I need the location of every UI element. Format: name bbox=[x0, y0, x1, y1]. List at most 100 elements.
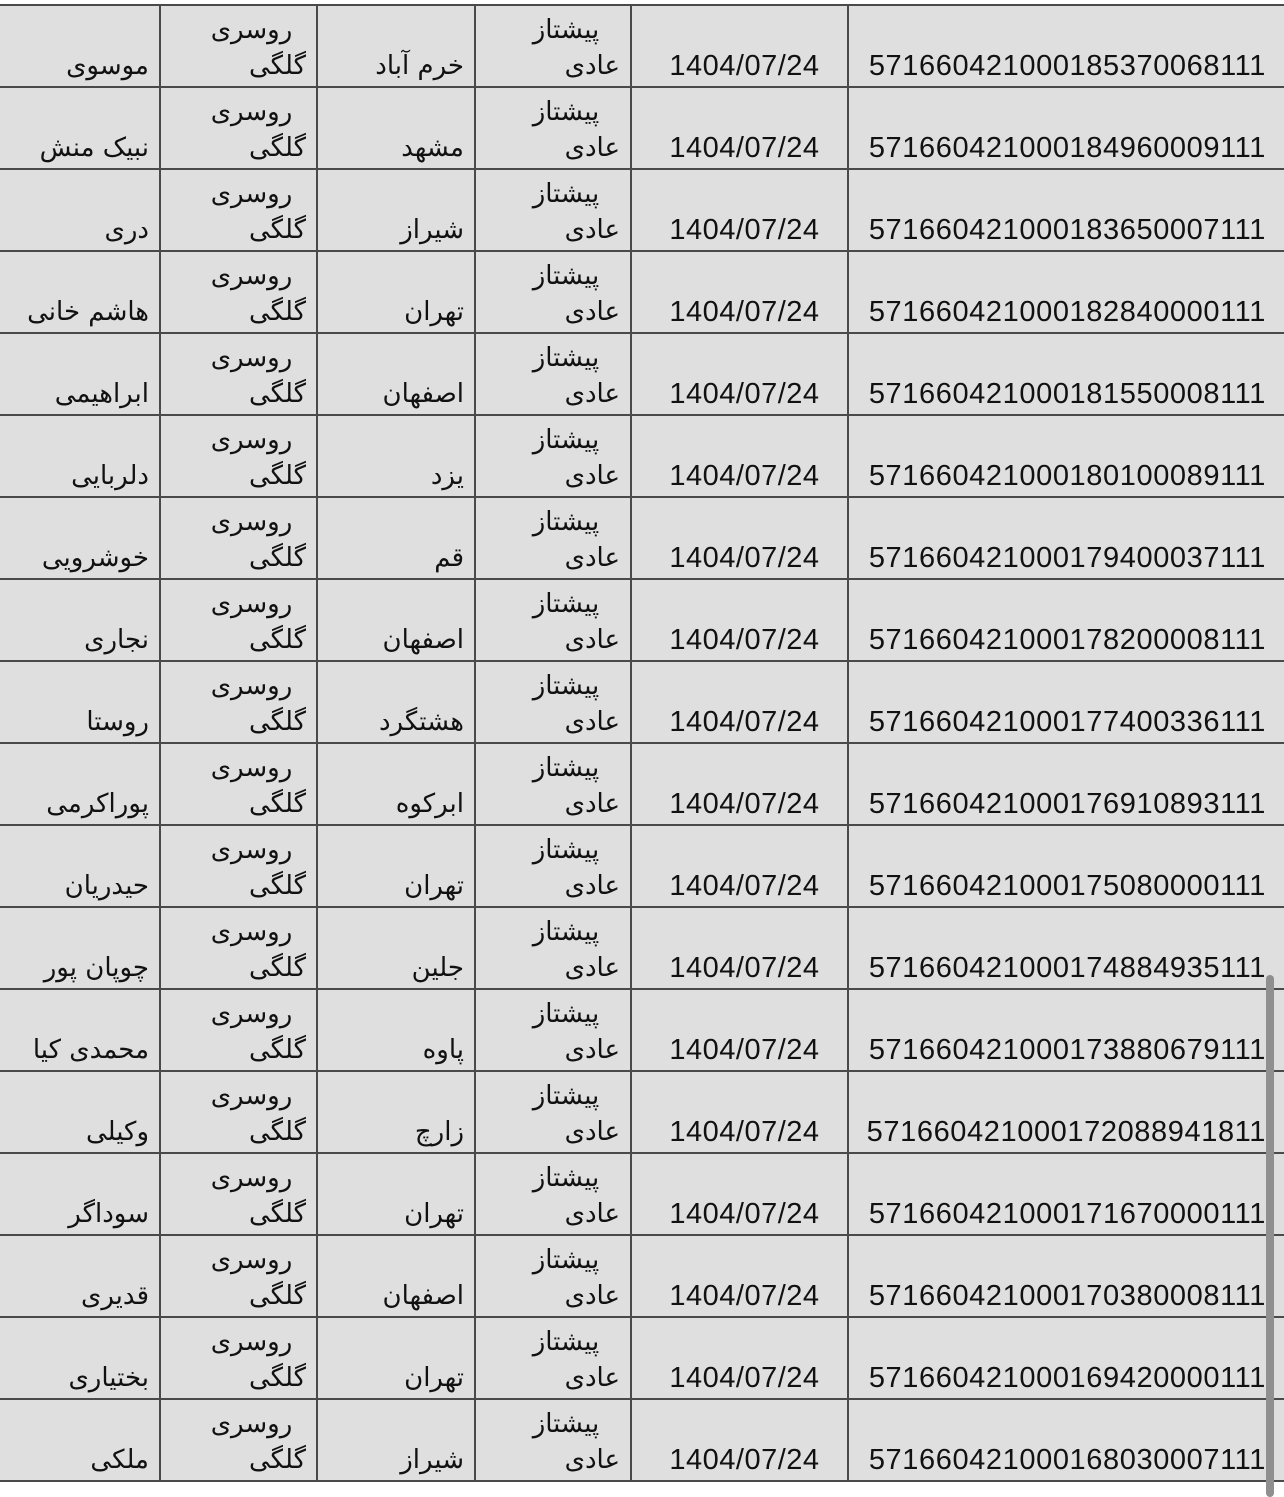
post-type-line-2: عادی bbox=[564, 1199, 620, 1229]
product-line-2: گلگی bbox=[248, 51, 306, 81]
product-line-2: گلگی bbox=[248, 133, 306, 163]
recipient-name-cell: ابراهیمی bbox=[0, 332, 161, 416]
product-line-2: گلگی bbox=[248, 461, 306, 491]
product-line-1: روسری bbox=[210, 671, 293, 701]
date-cell: 1404/07/24 bbox=[630, 4, 849, 88]
recipient-name-cell: چوپان پور bbox=[0, 906, 161, 990]
post-type-line-2: عادی bbox=[564, 1281, 620, 1311]
product-line-2: گلگی bbox=[248, 215, 306, 245]
post-type-line-1: پیشتاز bbox=[532, 97, 600, 127]
recipient-name-cell: ملکی bbox=[0, 1398, 161, 1482]
product-cell: روسری گلگی bbox=[159, 1234, 318, 1318]
city-cell: اصفهان bbox=[316, 1234, 476, 1318]
post-type-cell: پیشتاز عادی bbox=[474, 496, 632, 580]
vertical-scrollbar[interactable] bbox=[1266, 975, 1274, 1497]
product-line-1: روسری bbox=[210, 1245, 293, 1275]
product-line-2: گلگی bbox=[248, 1199, 306, 1229]
table-row: چوپان پور روسری گلگی جلین پیشتاز عادی 1404/07/… bbox=[0, 906, 1284, 990]
tracking-number-cell: 571660421000173880679111 bbox=[847, 988, 1284, 1072]
city-cell: تهران bbox=[316, 824, 476, 908]
post-type-line-1: پیشتاز bbox=[532, 179, 600, 209]
post-type-line-1: پیشتاز bbox=[532, 1409, 600, 1439]
post-type-line-1: پیشتاز bbox=[532, 425, 600, 455]
city-cell: یزد bbox=[316, 414, 476, 498]
post-type-cell: پیشتاز عادی bbox=[474, 250, 632, 334]
post-type-cell: پیشتاز عادی bbox=[474, 414, 632, 498]
recipient-name-cell: دری bbox=[0, 168, 161, 252]
date-cell: 1404/07/24 bbox=[630, 414, 849, 498]
post-type-line-1: پیشتاز bbox=[532, 1081, 600, 1111]
product-line-1: روسری bbox=[210, 15, 293, 45]
post-type-cell: پیشتاز عادی bbox=[474, 332, 632, 416]
product-cell: روسری گلگی bbox=[159, 660, 318, 744]
product-line-1: روسری bbox=[210, 1409, 293, 1439]
table-row: قدیری روسری گلگی اصفهان پیشتاز عادی 1404/07/24… bbox=[0, 1234, 1284, 1318]
city-cell: مشهد bbox=[316, 86, 476, 170]
product-line-2: گلگی bbox=[248, 707, 306, 737]
product-cell: روسری گلگی bbox=[159, 578, 318, 662]
product-cell: روسری گلگی bbox=[159, 742, 318, 826]
post-type-line-1: پیشتاز bbox=[532, 671, 600, 701]
tracking-number-cell: 571660421000185370068111 bbox=[847, 4, 1284, 88]
date-cell: 1404/07/24 bbox=[630, 496, 849, 580]
post-type-line-2: عادی bbox=[564, 379, 620, 409]
product-line-1: روسری bbox=[210, 261, 293, 291]
tracking-number-cell: 571660421000171670000111 bbox=[847, 1152, 1284, 1236]
product-line-1: روسری bbox=[210, 507, 293, 537]
post-type-line-2: عادی bbox=[564, 1035, 620, 1065]
post-type-cell: پیشتاز عادی bbox=[474, 86, 632, 170]
product-cell: روسری گلگی bbox=[159, 1070, 318, 1154]
post-type-line-2: عادی bbox=[564, 1445, 620, 1475]
product-line-1: روسری bbox=[210, 425, 293, 455]
product-line-2: گلگی bbox=[248, 1117, 306, 1147]
recipient-name-cell: روستا bbox=[0, 660, 161, 744]
date-cell: 1404/07/24 bbox=[630, 660, 849, 744]
recipient-name-cell: بختیاری bbox=[0, 1316, 161, 1400]
table-row: ابراهیمی روسری گلگی اصفهان پیشتاز عادی 1404/07… bbox=[0, 332, 1284, 416]
tracking-number-cell: 571660421000176910893111 bbox=[847, 742, 1284, 826]
product-line-1: روسری bbox=[210, 917, 293, 947]
product-line-1: روسری bbox=[210, 343, 293, 373]
recipient-name-cell: حیدریان bbox=[0, 824, 161, 908]
table-row: محمدی کیا روسری گلگی پاوه پیشتاز عادی 1404/07/… bbox=[0, 988, 1284, 1072]
table-row: سوداگر روسری گلگی تهران پیشتاز عادی 1404/07/24… bbox=[0, 1152, 1284, 1236]
date-cell: 1404/07/24 bbox=[630, 988, 849, 1072]
city-cell: شیراز bbox=[316, 168, 476, 252]
post-type-line-2: عادی bbox=[564, 953, 620, 983]
product-line-2: گلگی bbox=[248, 1035, 306, 1065]
post-type-cell: پیشتاز عادی bbox=[474, 660, 632, 744]
product-cell: روسری گلگی bbox=[159, 496, 318, 580]
recipient-name-cell: سوداگر bbox=[0, 1152, 161, 1236]
post-type-cell: پیشتاز عادی bbox=[474, 824, 632, 908]
post-type-cell: پیشتاز عادی bbox=[474, 4, 632, 88]
recipient-name-cell: نبیک منش bbox=[0, 86, 161, 170]
city-cell: پاوه bbox=[316, 988, 476, 1072]
post-type-line-2: عادی bbox=[564, 215, 620, 245]
tracking-number-cell: 571660421000175080000111 bbox=[847, 824, 1284, 908]
tracking-number-cell: 571660421000168030007111 bbox=[847, 1398, 1284, 1482]
post-type-cell: پیشتاز عادی bbox=[474, 1398, 632, 1482]
post-type-cell: پیشتاز عادی bbox=[474, 742, 632, 826]
city-cell: خرم آباد bbox=[316, 4, 476, 88]
post-type-line-1: پیشتاز bbox=[532, 999, 600, 1029]
city-cell: هشتگرد bbox=[316, 660, 476, 744]
product-cell: روسری گلگی bbox=[159, 1398, 318, 1482]
date-cell: 1404/07/24 bbox=[630, 578, 849, 662]
product-line-2: گلگی bbox=[248, 789, 306, 819]
tracking-number-cell: 571660421000181550008111 bbox=[847, 332, 1284, 416]
tracking-number-cell: 571660421000170380008111 bbox=[847, 1234, 1284, 1318]
recipient-name-cell: قدیری bbox=[0, 1234, 161, 1318]
post-type-cell: پیشتاز عادی bbox=[474, 168, 632, 252]
post-type-line-2: عادی bbox=[564, 297, 620, 327]
tracking-number-cell: 571660421000182840000111 bbox=[847, 250, 1284, 334]
date-cell: 1404/07/24 bbox=[630, 1234, 849, 1318]
table-row: ملکی روسری گلگی شیراز پیشتاز عادی 1404/07/24 57… bbox=[0, 1398, 1284, 1482]
city-cell: قم bbox=[316, 496, 476, 580]
product-cell: روسری گلگی bbox=[159, 332, 318, 416]
date-cell: 1404/07/24 bbox=[630, 906, 849, 990]
product-cell: روسری گلگی bbox=[159, 1152, 318, 1236]
post-type-cell: پیشتاز عادی bbox=[474, 1152, 632, 1236]
tracking-number-cell: 571660421000180100089111 bbox=[847, 414, 1284, 498]
date-cell: 1404/07/24 bbox=[630, 742, 849, 826]
post-type-cell: پیشتاز عادی bbox=[474, 906, 632, 990]
